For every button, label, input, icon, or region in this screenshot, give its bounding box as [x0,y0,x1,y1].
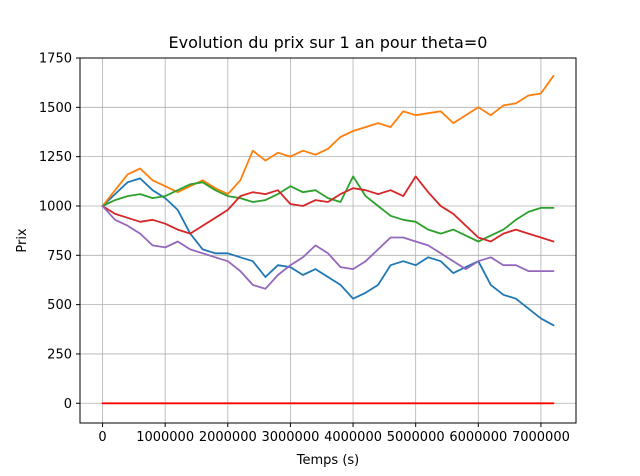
x-tick-label: 5000000 [387,430,445,445]
x-tick-label: 7000000 [512,430,570,445]
plot-frame [79,57,577,424]
y-tick-label: 750 [47,249,72,264]
x-tick-label: 4000000 [324,430,382,445]
x-tick-label: 2000000 [199,430,257,445]
y-axis: 0 250 500 750 1000 1250 1500 1750 [39,52,80,412]
x-axis: 0 1000000 2000000 3000000 4000000 5000000 6000… [98,423,570,445]
y-tick-label: 1250 [39,150,72,165]
y-tick-label: 500 [47,298,72,313]
y-tick-label: 250 [47,347,72,362]
y-tick-label: 1750 [39,52,72,67]
series-line-3 [101,175,555,243]
x-tick-label: 1000000 [136,430,194,445]
x-tick-label: 0 [98,430,106,445]
series-line-5 [101,205,555,290]
x-tick-label: 3000000 [261,430,319,445]
x-tick-label: 6000000 [449,430,507,445]
y-tick-label: 1500 [39,101,72,116]
series-layer [101,74,555,405]
y-axis-label: Prix [15,228,30,253]
series-line-2 [101,74,555,207]
x-axis-label: Temps (s) [296,453,359,468]
series-line-4 [101,175,555,243]
grid-lines [80,57,576,423]
y-tick-label: 1000 [39,199,72,214]
series-line-1 [101,177,555,327]
y-tick-label: 0 [64,397,72,412]
chart-title: Evolution du prix sur 1 an pour theta=0 [169,33,488,52]
